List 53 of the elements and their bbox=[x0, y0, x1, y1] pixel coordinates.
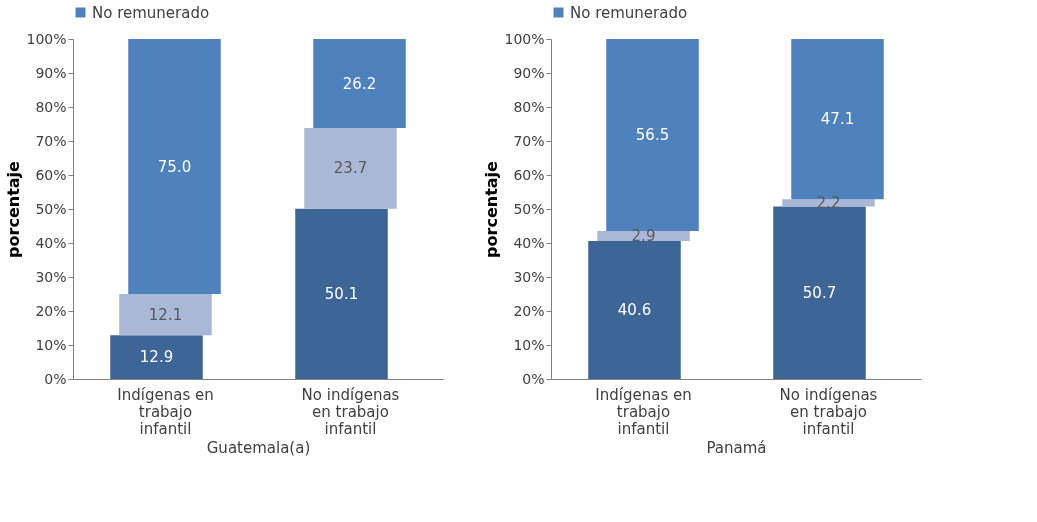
data-label: 12.1 bbox=[148, 305, 183, 324]
y-tick-label: 40% bbox=[35, 234, 67, 251]
legend-label: No remunerado bbox=[570, 3, 688, 22]
y-tick-label: 10% bbox=[35, 336, 67, 353]
bar bbox=[119, 294, 212, 336]
data-label: 26.2 bbox=[342, 74, 377, 93]
y-tick-label: 100% bbox=[26, 30, 67, 47]
x-axis-title: Panamá bbox=[706, 438, 767, 457]
y-tick-label: 70% bbox=[513, 132, 545, 149]
bar bbox=[295, 208, 388, 379]
y-tick-label: 60% bbox=[513, 166, 545, 183]
y-tick-label: 40% bbox=[513, 234, 545, 251]
x-tick-label: No indígenas en trabajo infantil bbox=[301, 385, 400, 438]
y-tick-label: 50% bbox=[35, 200, 67, 217]
y-axis-title: porcentaje bbox=[4, 160, 24, 258]
x-tick-label: Indígenas en trabajo infantil bbox=[595, 385, 692, 438]
y-tick-label: 70% bbox=[35, 132, 67, 149]
data-label: 23.7 bbox=[333, 159, 368, 178]
data-label: 50.1 bbox=[324, 284, 359, 303]
y-tick-label: 0% bbox=[522, 370, 545, 387]
y-tick-label: 100% bbox=[504, 30, 545, 47]
y-tick-label: 90% bbox=[513, 64, 545, 81]
data-label: 56.5 bbox=[635, 126, 670, 145]
legend-label: No remunerado bbox=[92, 3, 210, 22]
data-label: 12.9 bbox=[139, 348, 174, 367]
y-tick-label: 50% bbox=[513, 200, 545, 217]
y-tick-label: 0% bbox=[44, 370, 67, 387]
bar bbox=[128, 39, 221, 294]
x-tick-label: Indígenas en trabajo infantil bbox=[117, 385, 214, 438]
y-tick-label: 30% bbox=[513, 268, 545, 285]
bar bbox=[588, 240, 681, 379]
bar bbox=[304, 128, 397, 209]
y-tick-label: 90% bbox=[35, 64, 67, 81]
y-axis-title: porcentaje bbox=[482, 160, 502, 258]
data-label: 40.6 bbox=[617, 300, 652, 319]
y-tick-label: 20% bbox=[35, 302, 67, 319]
data-label: 47.1 bbox=[820, 110, 855, 129]
data-label: 2.2 bbox=[816, 193, 841, 212]
data-label: 2.9 bbox=[631, 227, 656, 246]
x-axis-title: Guatemala(a) bbox=[206, 438, 311, 457]
bar bbox=[773, 206, 866, 379]
y-tick-label: 30% bbox=[35, 268, 67, 285]
data-label: 50.7 bbox=[802, 283, 837, 302]
bar bbox=[313, 39, 406, 129]
y-tick-label: 20% bbox=[513, 302, 545, 319]
bar bbox=[110, 335, 203, 379]
y-tick-label: 80% bbox=[35, 98, 67, 115]
y-tick-label: 60% bbox=[35, 166, 67, 183]
bar bbox=[597, 231, 690, 241]
x-tick-label: No indígenas en trabajo infantil bbox=[779, 385, 878, 438]
y-tick-label: 10% bbox=[513, 336, 545, 353]
data-label: 75.0 bbox=[157, 157, 192, 176]
y-tick-label: 80% bbox=[513, 98, 545, 115]
